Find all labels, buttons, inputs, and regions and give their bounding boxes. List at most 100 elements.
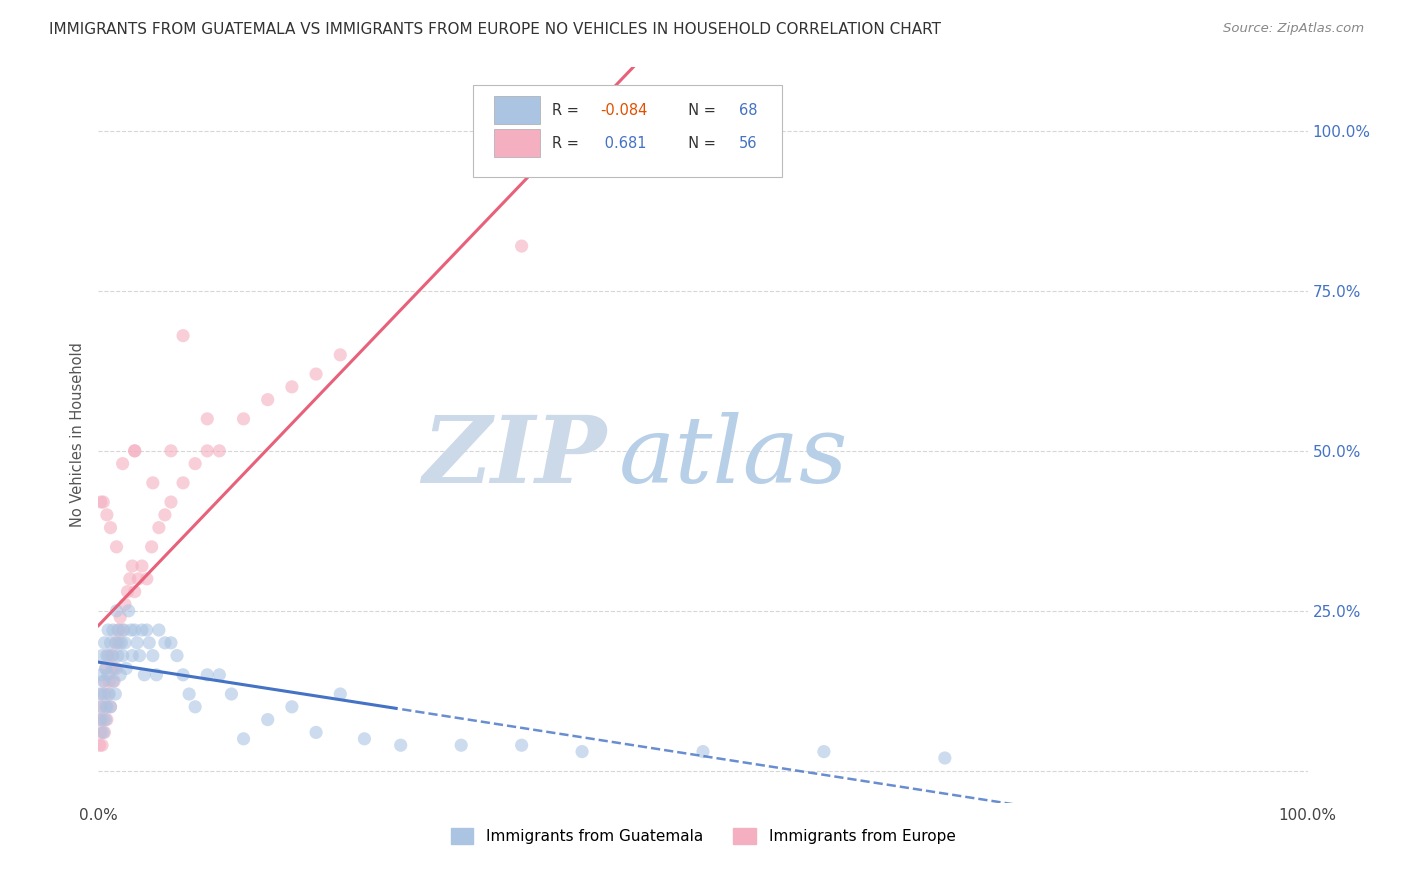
Point [256,713,278,727]
Point [108,668,131,682]
Point [221,687,243,701]
Point [89,687,111,701]
Point [128,648,150,663]
Point [208,668,231,682]
Point [105,604,128,618]
Point [184,457,207,471]
Point [100,699,122,714]
Point [111,623,134,637]
Point [135,572,157,586]
Point [108,610,131,624]
Text: IMMIGRANTS FROM GUATEMALA VS IMMIGRANTS FROM EUROPE NO VEHICLES IN HOUSEHOLD COR: IMMIGRANTS FROM GUATEMALA VS IMMIGRANTS … [49,22,941,37]
Point [692,124,714,138]
Point [195,668,218,682]
Point [127,636,149,650]
Point [105,661,128,675]
Point [172,475,194,490]
Point [90,699,112,714]
Point [105,540,128,554]
Point [114,598,136,612]
Point [389,738,412,752]
Point [329,687,352,701]
Point [145,668,167,682]
Point [124,584,146,599]
Point [353,731,375,746]
Point [131,623,153,637]
FancyBboxPatch shape [494,96,540,124]
Point [110,636,132,650]
Point [510,239,533,253]
Point [131,559,153,574]
Point [510,738,533,752]
Point [153,636,176,650]
Point [305,367,328,381]
Point [101,674,124,689]
Text: N =: N = [679,136,720,151]
Point [94,661,117,675]
Text: Source: ZipAtlas.com: Source: ZipAtlas.com [1223,22,1364,36]
Point [148,623,170,637]
Point [813,745,835,759]
Y-axis label: No Vehicles in Household: No Vehicles in Household [70,343,86,527]
Point [281,699,304,714]
Point [94,699,117,714]
FancyBboxPatch shape [474,86,782,178]
Point [97,687,120,701]
Point [166,648,188,663]
Point [107,648,129,663]
Point [120,623,142,637]
Point [121,559,143,574]
Point [281,380,304,394]
FancyBboxPatch shape [494,129,540,157]
Point [172,668,194,682]
Point [124,443,146,458]
Point [450,738,472,752]
Point [90,725,112,739]
Point [96,699,118,714]
Point [108,636,131,650]
Point [94,713,117,727]
Point [97,623,120,637]
Point [160,495,183,509]
Point [692,745,714,759]
Point [91,738,114,752]
Point [127,572,149,586]
Legend: Immigrants from Guatemala, Immigrants from Europe: Immigrants from Guatemala, Immigrants fr… [444,822,962,850]
Point [89,713,111,727]
Point [103,661,125,675]
Point [100,521,122,535]
Point [208,443,231,458]
Point [98,687,121,701]
Point [107,623,129,637]
Point [91,648,114,663]
Point [90,668,112,682]
Point [93,725,115,739]
Point [93,687,115,701]
Point [195,412,218,426]
Point [112,623,135,637]
Point [160,443,183,458]
Point [91,674,114,689]
Point [329,348,352,362]
Point [114,636,136,650]
Point [148,521,170,535]
Point [117,584,139,599]
Point [100,661,122,675]
Point [571,745,593,759]
Point [134,668,156,682]
Point [179,687,201,701]
Point [124,443,146,458]
Point [105,636,128,650]
Point [111,648,134,663]
Point [103,674,125,689]
Point [104,687,127,701]
Point [111,457,134,471]
Point [124,623,146,637]
Point [142,475,165,490]
Text: R =: R = [551,136,583,151]
Point [91,699,114,714]
Point [93,636,115,650]
Point [91,687,114,701]
Text: 0.681: 0.681 [600,136,647,151]
Point [172,328,194,343]
